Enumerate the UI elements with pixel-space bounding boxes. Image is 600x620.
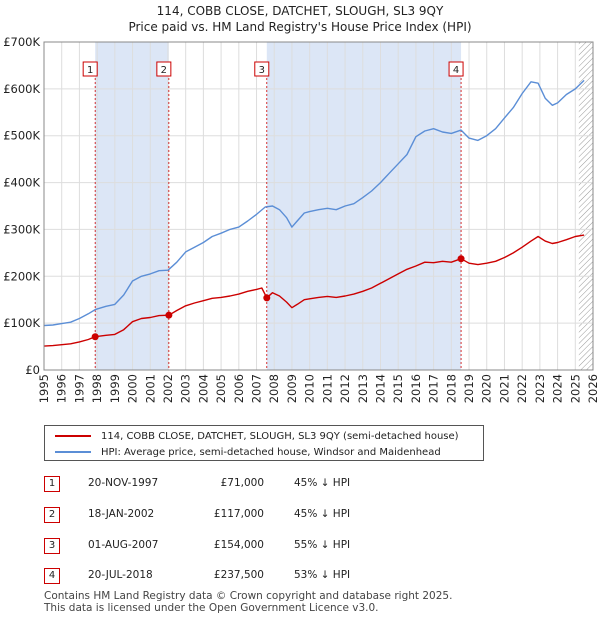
x-tick-label: 2021 (497, 374, 511, 403)
legend-label-property: 114, COBB CLOSE, DATCHET, SLOUGH, SL3 9Q… (101, 430, 459, 442)
sale-badge: 3 (44, 538, 60, 554)
sale-hpi-diff: 45% ↓ HPI (294, 508, 351, 520)
sale-point (165, 311, 173, 319)
x-tick-label: 2002 (161, 374, 175, 403)
x-tick-label: 2007 (250, 374, 264, 403)
x-tick-label: 2020 (480, 374, 494, 403)
sale-row: 4 20-JUL-2018 £237,500 53% ↓ HPI (44, 568, 464, 586)
sale-badge: 2 (44, 507, 60, 523)
plot-frame (43, 41, 594, 371)
sale-number-badge (254, 61, 270, 77)
x-tick-label: 2022 (515, 374, 529, 403)
sale-price: £237,500 (213, 569, 264, 581)
sale-price: £154,000 (213, 539, 264, 551)
sale-row: 1 20-NOV-1997 £71,000 45% ↓ HPI (44, 476, 464, 494)
chart-subtitle: Price paid vs. HM Land Registry's House … (128, 20, 472, 34)
property-price-line (43, 234, 585, 347)
sale-row: 3 01-AUG-2007 £154,000 55% ↓ HPI (44, 538, 464, 556)
chart-title: 114, COBB CLOSE, DATCHET, SLOUGH, SL3 9Q… (156, 4, 444, 18)
ownership-shade (266, 42, 462, 370)
sale-number-label: 4 (453, 65, 459, 76)
x-tick-label: 2004 (196, 374, 210, 403)
sale-number-badge (156, 61, 172, 77)
x-tick-label: 2026 (586, 374, 600, 403)
x-tick-label: 2013 (356, 374, 370, 403)
x-tick-label: 1996 (55, 374, 69, 403)
x-tick-label: 2014 (373, 374, 387, 403)
x-tick-label: 2010 (303, 374, 317, 403)
x-tick-label: 2011 (320, 374, 334, 403)
legend: 114, COBB CLOSE, DATCHET, SLOUGH, SL3 9Q… (44, 425, 484, 461)
x-tick-label: 2019 (462, 374, 476, 403)
projection-hatch (578, 42, 593, 370)
x-tick-label: 2025 (568, 374, 582, 403)
sale-badge: 4 (44, 568, 60, 584)
y-tick-label: £600K (3, 82, 40, 96)
y-tick-label: £0 (25, 363, 40, 377)
sale-row: 2 18-JAN-2002 £117,000 45% ↓ HPI (44, 507, 464, 525)
y-tick-label: £100K (3, 316, 40, 330)
sale-hpi-diff: 45% ↓ HPI (294, 477, 351, 489)
x-tick-label: 2018 (444, 374, 458, 403)
x-tick-label: 2015 (391, 374, 405, 403)
sale-number-badge (448, 61, 464, 77)
x-tick-label: 2006 (232, 374, 246, 403)
sale-number-label: 2 (161, 65, 167, 76)
x-tick-label: 1998 (90, 374, 104, 403)
sale-date: 20-JUL-2018 (88, 569, 153, 581)
sale-badge: 1 (44, 476, 60, 492)
y-tick-label: £400K (3, 176, 40, 190)
sale-point (91, 333, 99, 341)
price-chart: 1 2 3 4 £0 £100K £200K £300K £400K £500K £600K £70… (3, 35, 600, 403)
x-tick-label: 1995 (37, 374, 51, 403)
legend-swatch-hpi (55, 451, 91, 453)
x-tick-label: 2024 (551, 374, 565, 403)
sale-date: 18-JAN-2002 (88, 508, 155, 520)
x-tick-label: 2008 (267, 374, 281, 403)
x-tick-label: 2003 (179, 374, 193, 403)
sale-date: 01-AUG-2007 (88, 539, 159, 551)
y-tick-label: £500K (3, 129, 40, 143)
x-tick-label: 2001 (143, 374, 157, 403)
y-tick-label: £200K (3, 269, 40, 283)
sale-hpi-diff: 55% ↓ HPI (294, 539, 351, 551)
ownership-shade (95, 42, 169, 370)
x-tick-label: 2005 (214, 374, 228, 403)
sale-hpi-diff: 53% ↓ HPI (294, 569, 351, 581)
sale-number-label: 1 (87, 65, 93, 76)
sale-price: £117,000 (213, 508, 264, 520)
legend-swatch-property (55, 435, 91, 437)
footer-copyright: Contains HM Land Registry data © Crown c… (44, 590, 453, 602)
x-tick-label: 2009 (285, 374, 299, 403)
x-tick-label: 1997 (72, 374, 86, 403)
legend-item-hpi: HPI: Average price, semi-detached house,… (55, 444, 441, 460)
footer-licence: This data is licensed under the Open Gov… (44, 602, 379, 614)
y-tick-label: £700K (3, 35, 40, 49)
hpi-line (43, 79, 585, 327)
x-tick-label: 1999 (108, 374, 122, 403)
x-tick-label: 2012 (338, 374, 352, 403)
sale-number-label: 3 (259, 65, 265, 76)
legend-label-hpi: HPI: Average price, semi-detached house,… (101, 446, 441, 458)
sale-price: £71,000 (220, 477, 264, 489)
sale-point (457, 255, 465, 263)
x-tick-label: 2000 (126, 374, 140, 403)
legend-item-property: 114, COBB CLOSE, DATCHET, SLOUGH, SL3 9Q… (55, 428, 459, 444)
y-tick-label: £300K (3, 222, 40, 236)
x-tick-label: 2016 (409, 374, 423, 403)
sale-number-badge (82, 61, 98, 77)
x-tick-label: 2017 (427, 374, 441, 403)
sale-date: 20-NOV-1997 (88, 477, 159, 489)
sale-point (263, 294, 271, 302)
x-tick-label: 2023 (533, 374, 547, 403)
